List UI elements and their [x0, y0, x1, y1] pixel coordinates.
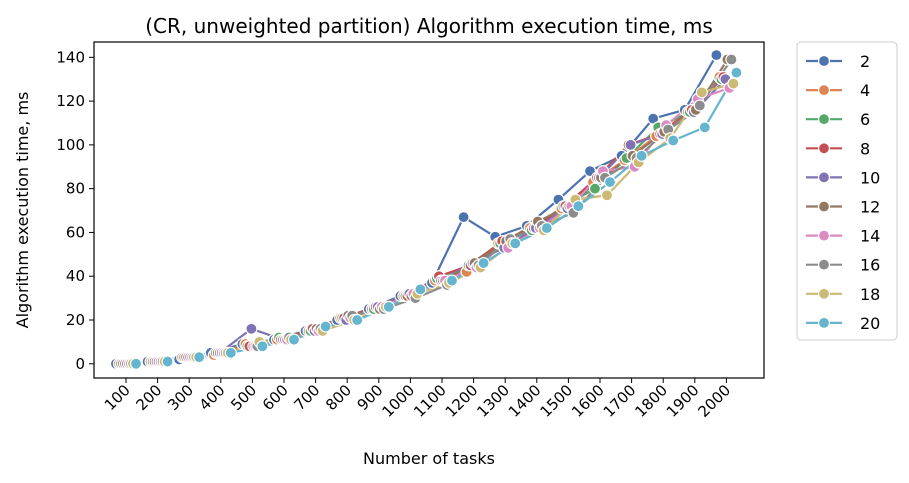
legend-frame	[796, 41, 898, 341]
legend-marker-8	[817, 142, 831, 155]
series-line-10	[124, 78, 727, 365]
data-point-20	[319, 320, 332, 333]
data-point-2	[457, 211, 470, 224]
y-tick-label: 120	[56, 92, 85, 110]
legend-items: 2 4 6 8 10 12 14 16 18 20	[806, 52, 880, 333]
x-tick-label: 1200	[442, 381, 482, 421]
legend-label-18: 18	[860, 285, 880, 304]
legend-label-12: 12	[860, 198, 880, 217]
y-tick-label: 0	[75, 355, 85, 373]
data-point-6	[588, 182, 602, 195]
legend-marker-4	[817, 83, 831, 97]
data-point-20	[635, 149, 648, 162]
legend-label-10: 10	[860, 168, 880, 187]
series-line-14	[128, 86, 730, 365]
data-point-18	[695, 86, 708, 99]
data-point-20	[287, 333, 301, 346]
legend-marker-12	[817, 200, 831, 213]
legend-label-4: 4	[860, 81, 870, 100]
x-tick-label: 1100	[410, 381, 450, 421]
data-point-20	[445, 274, 459, 287]
data-point-20	[414, 283, 427, 296]
x-tick-label: 2000	[694, 381, 734, 421]
legend-marker-2	[817, 54, 831, 68]
legend-label-8: 8	[860, 139, 870, 158]
x-tick-label: 1700	[600, 381, 640, 421]
legend-label-16: 16	[860, 256, 880, 275]
legend-label-6: 6	[860, 110, 870, 129]
x-tick-label: 1000	[378, 381, 418, 421]
series-line-20	[135, 72, 738, 365]
y-tick-label: 140	[56, 48, 85, 66]
data-point-16	[725, 53, 738, 66]
chart-title: (CR, unweighted partition) Algorithm exe…	[145, 14, 713, 38]
x-tick-label: 300	[164, 381, 197, 414]
x-axis: 1002003004005006007008009001000110012001…	[101, 378, 734, 421]
data-point-10	[245, 322, 258, 335]
x-tick-label: 600	[259, 381, 292, 414]
series-line-4	[118, 76, 721, 365]
x-tick-label: 1300	[473, 381, 513, 421]
legend-marker-20	[817, 316, 831, 329]
legend-marker-18	[817, 287, 831, 300]
x-tick-label: 1800	[631, 381, 671, 421]
legend-label-20: 20	[860, 314, 880, 333]
series-line-12	[126, 58, 729, 365]
plot-markers	[109, 49, 743, 370]
x-tick-label: 1600	[568, 381, 608, 421]
y-tick-label: 80	[66, 180, 85, 198]
legend-marker-14	[817, 229, 831, 242]
y-tick-label: 60	[66, 223, 85, 241]
y-tick-label: 100	[56, 136, 85, 154]
data-point-20	[129, 357, 143, 370]
data-point-20	[667, 134, 680, 147]
data-point-20	[572, 200, 585, 213]
data-point-20	[540, 221, 553, 235]
data-point-20	[477, 256, 490, 270]
series-line-6	[120, 78, 723, 365]
x-tick-label: 1400	[505, 381, 545, 421]
x-tick-label: 500	[227, 381, 260, 414]
data-point-20	[256, 340, 269, 353]
data-point-20	[224, 346, 237, 359]
y-tick-label: 20	[66, 311, 85, 329]
data-point-20	[730, 66, 743, 79]
series-line-2	[115, 54, 718, 365]
legend-marker-16	[817, 258, 831, 271]
data-point-20	[603, 175, 617, 189]
x-tick-label: 1900	[663, 381, 703, 421]
series-line-18	[132, 82, 734, 365]
data-point-18	[600, 189, 614, 202]
legend-marker-6	[817, 113, 831, 126]
y-axis: 0 20 40 60 80 100 120 140	[56, 48, 94, 373]
data-point-20	[193, 351, 206, 364]
x-tick-label: 800	[322, 381, 355, 414]
x-axis-label: Number of tasks	[363, 449, 495, 468]
plot-lines	[115, 54, 738, 365]
series-line-8	[122, 76, 725, 365]
plot-frame	[93, 41, 765, 379]
data-point-20	[351, 313, 364, 327]
data-point-16	[693, 99, 706, 112]
legend-label-14: 14	[860, 227, 880, 246]
legend-marker-10	[817, 171, 831, 184]
data-point-20	[382, 300, 395, 313]
data-point-18	[727, 77, 740, 90]
data-point-2	[710, 49, 723, 62]
data-point-10	[624, 138, 637, 151]
x-tick-label: 700	[290, 381, 323, 414]
x-tick-label: 1500	[536, 381, 576, 421]
x-tick-label: 100	[101, 381, 134, 414]
x-tick-label: 200	[132, 381, 165, 414]
series-line-16	[130, 58, 733, 365]
legend: 2 4 6 8 10 12 14 16 18 20	[796, 41, 898, 341]
data-point-20	[509, 237, 522, 250]
data-point-20	[698, 121, 711, 134]
x-tick-label: 400	[196, 381, 229, 414]
y-axis-label: Algorithm execution time, ms	[13, 92, 32, 329]
data-point-20	[161, 355, 174, 368]
legend-label-2: 2	[860, 52, 870, 71]
y-tick-label: 40	[66, 267, 85, 285]
